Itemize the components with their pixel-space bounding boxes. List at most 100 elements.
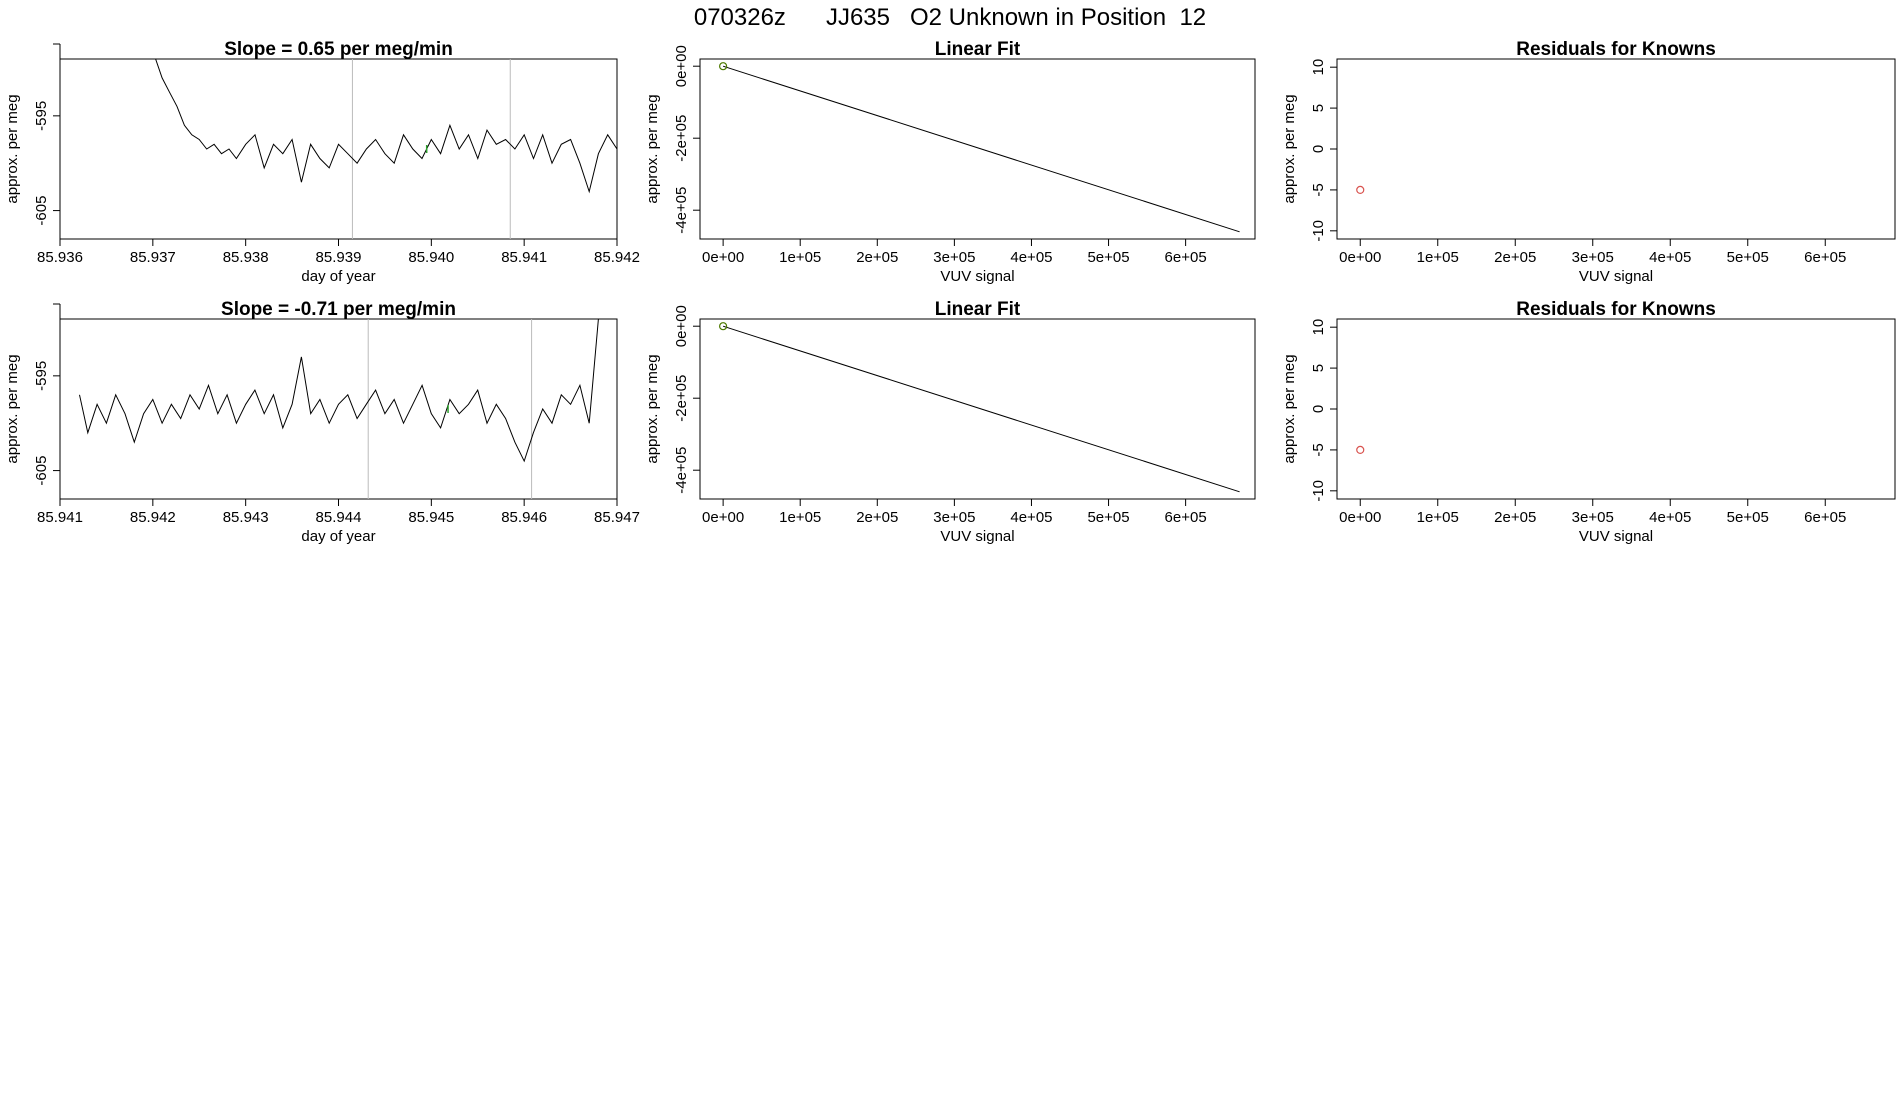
- x-axis-label: VUV signal: [940, 528, 1014, 545]
- x-tick-label: 0e+00: [1339, 249, 1381, 266]
- panel-title: Residuals for Knowns: [1516, 39, 1716, 60]
- y-axis-label: approx. per meg: [4, 94, 21, 203]
- x-tick-label: 85.940: [408, 249, 454, 266]
- known-point: [719, 62, 728, 71]
- x-tick-label: 5e+05: [1087, 509, 1129, 526]
- y-axis-label: approx. per meg: [644, 94, 661, 203]
- x-tick-label: 85.936: [37, 249, 83, 266]
- y-tick-label: -4e+05: [673, 187, 690, 234]
- y-tick-label: -2e+05: [673, 375, 690, 422]
- x-tick-label: 85.941: [37, 509, 83, 526]
- panel-title: Linear Fit: [935, 39, 1021, 60]
- x-tick-label: 5e+05: [1727, 249, 1769, 266]
- x-tick-label: 85.946: [501, 509, 547, 526]
- y-tick-label: -605: [33, 456, 50, 486]
- fit-line: [722, 65, 1240, 233]
- x-axis: 85.936 85.937 85.938 85.939 85.940 85.941 85.9…: [37, 238, 640, 285]
- x-tick-label: 2e+05: [1494, 249, 1536, 266]
- y-axis-label: approx. per meg: [1281, 94, 1298, 203]
- x-tick-label: 1e+05: [1417, 249, 1459, 266]
- data-marks: [719, 62, 1240, 233]
- y-tick-label: -5: [1310, 183, 1327, 196]
- x-tick-label: 0e+00: [1339, 509, 1381, 526]
- data-marks: [79, 319, 599, 499]
- y-tick-label: -605: [33, 196, 50, 226]
- x-tick-label: 6e+05: [1804, 509, 1846, 526]
- y-tick-label: 5: [1310, 364, 1327, 372]
- x-tick-label: 85.942: [130, 509, 176, 526]
- residual-point: [1356, 185, 1365, 195]
- x-tick-label: 85.939: [316, 249, 362, 266]
- panel-resid-top: Residuals for Knowns 0e+00 1e+05 2e+05 3e+05…: [1281, 39, 1896, 285]
- x-tick-label: 0e+00: [702, 509, 744, 526]
- data-marks: [719, 322, 1240, 493]
- x-tick-label: 2e+05: [856, 509, 898, 526]
- x-tick-label: 85.943: [223, 509, 269, 526]
- y-tick-label: 0: [1310, 145, 1327, 153]
- x-tick-label: 6e+05: [1165, 249, 1207, 266]
- x-tick-label: 85.942: [594, 249, 640, 266]
- plot-frame: [59, 318, 618, 500]
- y-tick-label: -2e+05: [673, 115, 690, 162]
- x-tick-label: 85.947: [594, 509, 640, 526]
- x-axis-label: VUV signal: [940, 268, 1014, 285]
- x-axis: 0e+00 1e+05 2e+05 3e+05 4e+05 5e+05 6e+05 VUV s…: [1339, 238, 1846, 285]
- x-axis-label: VUV signal: [1579, 268, 1653, 285]
- y-tick-label: 5: [1310, 104, 1327, 112]
- x-axis-label: day of year: [301, 268, 375, 285]
- x-tick-label: 85.945: [408, 509, 454, 526]
- x-tick-label: 2e+05: [1494, 509, 1536, 526]
- x-tick-label: 3e+05: [1572, 249, 1614, 266]
- y-tick-label: 10: [1310, 59, 1327, 76]
- y-axis: -4e+05 -2e+05 0e+00 approx. per meg: [644, 305, 701, 494]
- panel-title: Slope = 0.65 per meg/min: [224, 39, 453, 60]
- y-axis: -10 -5 0 5 10 approx. per meg: [1281, 59, 1338, 242]
- series-line: [155, 59, 617, 194]
- x-tick-label: 85.941: [501, 249, 547, 266]
- y-tick-label: -5: [1310, 443, 1327, 456]
- x-tick-label: 6e+05: [1165, 509, 1207, 526]
- panel-title: Slope = -0.71 per meg/min: [221, 299, 456, 320]
- panel-title: Linear Fit: [935, 299, 1021, 320]
- y-tick-label: 0: [1310, 405, 1327, 413]
- y-tick-label: -595: [33, 101, 50, 131]
- panel-title: Residuals for Knowns: [1516, 299, 1716, 320]
- data-marks: [155, 59, 617, 239]
- y-axis: -605 -595 approx. per meg: [4, 43, 61, 226]
- x-tick-label: 85.938: [223, 249, 269, 266]
- x-axis: 0e+00 1e+05 2e+05 3e+05 4e+05 5e+05 6e+05 VUV s…: [702, 238, 1207, 285]
- x-tick-label: 4e+05: [1649, 249, 1691, 266]
- residual-point: [1356, 445, 1365, 455]
- y-tick-label: -10: [1310, 220, 1327, 242]
- data-marks: [1356, 445, 1365, 455]
- y-axis-label: approx. per meg: [4, 354, 21, 463]
- x-axis-label: day of year: [301, 528, 375, 545]
- x-axis: 85.941 85.942 85.943 85.944 85.945 85.946 85.9…: [37, 498, 640, 545]
- x-tick-label: 1e+05: [779, 249, 821, 266]
- y-axis: -10 -5 0 5 10 approx. per meg: [1281, 319, 1338, 502]
- y-axis: -4e+05 -2e+05 0e+00 approx. per meg: [644, 45, 701, 234]
- panel-fit-top: Linear Fit 0e+00 1e+05 2e+05 3e+05 4e+05 5e+05…: [644, 39, 1256, 285]
- x-tick-label: 6e+05: [1804, 249, 1846, 266]
- data-marks: [1356, 185, 1365, 195]
- x-tick-label: 4e+05: [1649, 509, 1691, 526]
- y-axis: -605 -595 approx. per meg: [4, 303, 61, 486]
- x-tick-label: 0e+00: [702, 249, 744, 266]
- y-tick-label: 10: [1310, 319, 1327, 336]
- plot-frame: [1336, 318, 1896, 500]
- y-tick-label: -10: [1310, 480, 1327, 502]
- y-tick-label: -4e+05: [673, 447, 690, 494]
- x-tick-label: 85.944: [316, 509, 362, 526]
- y-tick-label: 0e+00: [673, 305, 690, 347]
- x-tick-label: 85.937: [130, 249, 176, 266]
- plot-frame: [59, 58, 618, 240]
- y-tick-label: 0e+00: [673, 45, 690, 87]
- x-tick-label: 1e+05: [779, 509, 821, 526]
- figure-title: 070326z JJ635 O2 Unknown in Position 12: [694, 4, 1206, 31]
- y-tick-label: -595: [33, 361, 50, 391]
- x-tick-label: 5e+05: [1087, 249, 1129, 266]
- x-axis: 0e+00 1e+05 2e+05 3e+05 4e+05 5e+05 6e+05 VUV s…: [1339, 498, 1846, 545]
